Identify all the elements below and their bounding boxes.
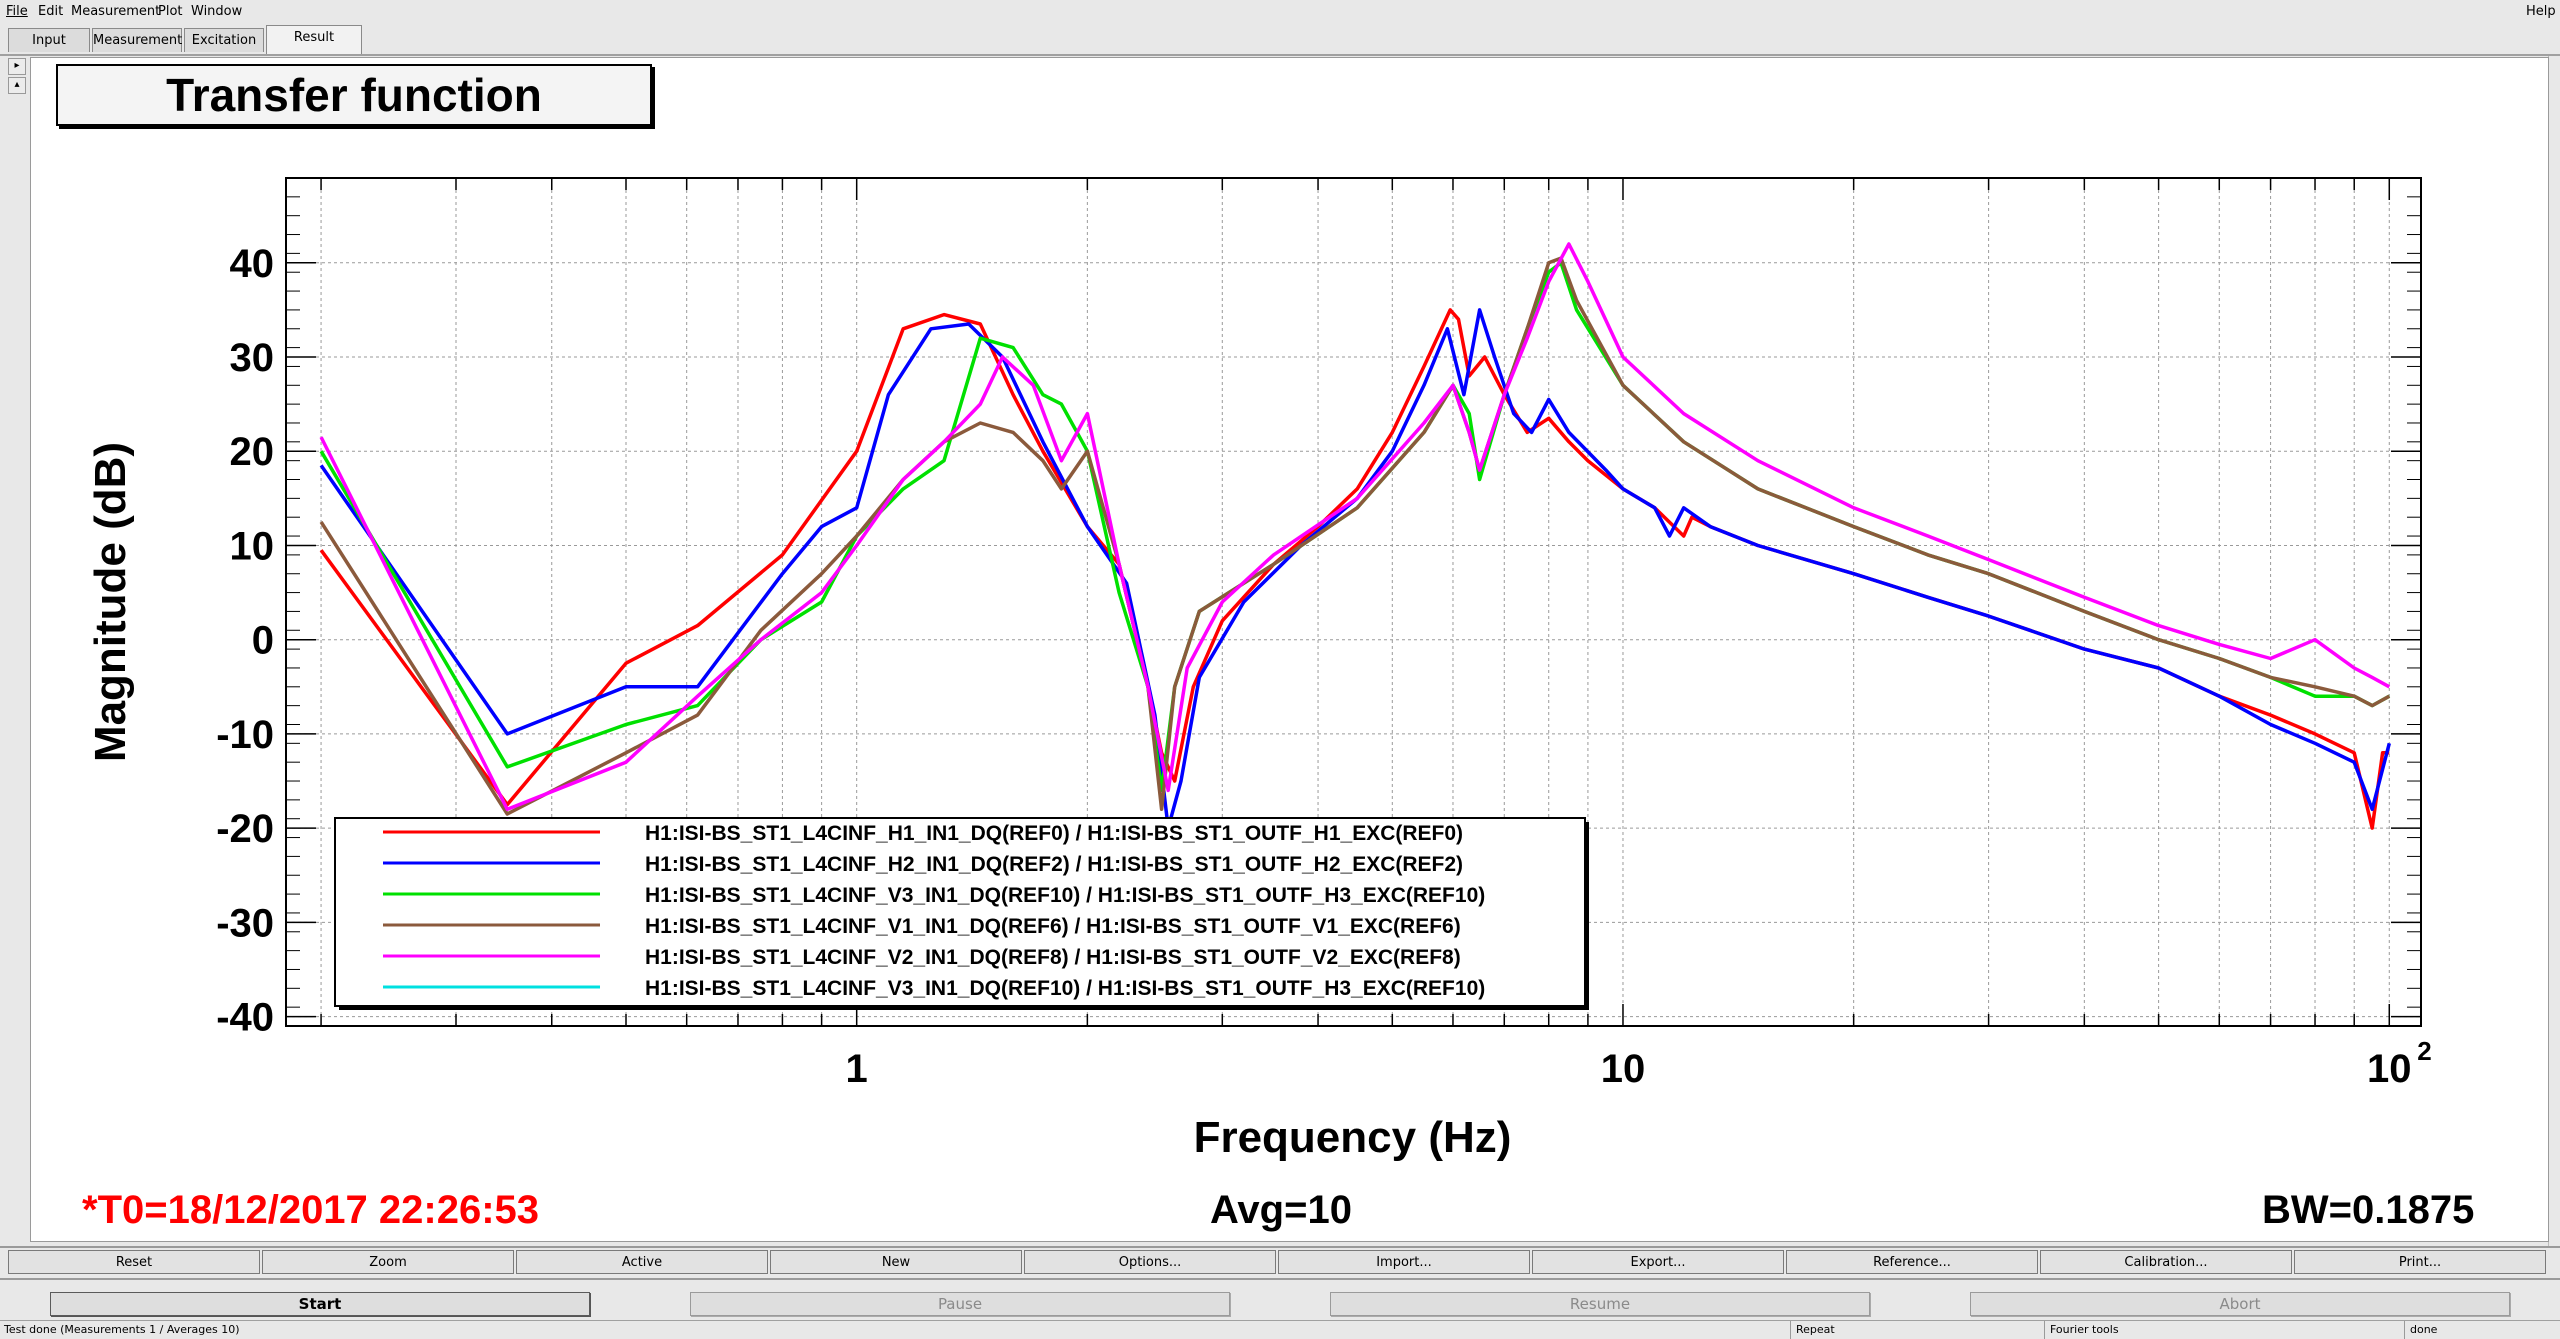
- legend-box: [334, 817, 1586, 1007]
- abort-button[interactable]: Abort: [1970, 1292, 2510, 1316]
- start-button[interactable]: Start: [50, 1292, 590, 1316]
- y-tick-label: 30: [230, 336, 275, 380]
- tab-bar: Input Measurement Excitation Result: [0, 24, 2560, 56]
- legend-entry-1: H1:ISI-BS_ST1_L4CINF_H2_IN1_DQ(REF2) / H…: [645, 853, 1463, 876]
- pad-selector: ▸ ▴: [8, 58, 26, 94]
- plot-frame: [285, 177, 2422, 1027]
- menu-plot[interactable]: Plot: [158, 4, 183, 19]
- pad-next-arrow-icon[interactable]: ▸: [8, 58, 26, 75]
- x-tick-label-exponent: 2: [2417, 1036, 2431, 1066]
- y-axis-label: Magnitude (dB): [86, 442, 135, 762]
- t0-timestamp: *T0=18/12/2017 22:26:53: [82, 1188, 540, 1232]
- y-tick-label: 0: [252, 619, 274, 663]
- x-tick-label: 10: [2367, 1047, 2412, 1091]
- zoom-button[interactable]: Zoom: [262, 1250, 514, 1274]
- series-line-1: [319, 308, 2391, 830]
- chart-ticks: [286, 177, 2421, 1027]
- status-mode: Repeat: [1796, 1323, 1835, 1336]
- print-button[interactable]: Print...: [2294, 1250, 2546, 1274]
- y-tick-label: -30: [216, 901, 274, 945]
- legend-entry-4: H1:ISI-BS_ST1_L4CINF_V2_IN1_DQ(REF8) / H…: [645, 946, 1461, 969]
- reference-button[interactable]: Reference...: [1786, 1250, 2038, 1274]
- pause-button[interactable]: Pause: [690, 1292, 1230, 1316]
- menu-edit[interactable]: Edit: [38, 4, 64, 19]
- y-tick-label: -10: [216, 713, 274, 757]
- status-bar: Test done (Measurements 1 / Averages 10)…: [0, 1320, 2560, 1339]
- x-tick-label: 10: [1601, 1047, 1646, 1091]
- y-tick-label: -40: [216, 996, 274, 1040]
- series-line-3: [319, 256, 2391, 816]
- resume-button[interactable]: Resume: [1330, 1292, 1870, 1316]
- tab-input[interactable]: Input: [8, 28, 90, 52]
- legend-entry-3: H1:ISI-BS_ST1_L4CINF_V1_IN1_DQ(REF6) / H…: [645, 915, 1461, 938]
- y-tick-label: 20: [230, 430, 275, 474]
- legend-entry-2: H1:ISI-BS_ST1_L4CINF_V3_IN1_DQ(REF10) / …: [645, 884, 1485, 907]
- legend-entry-0: H1:ISI-BS_ST1_L4CINF_H1_IN1_DQ(REF0) / H…: [645, 822, 1463, 845]
- menu-window[interactable]: Window: [191, 4, 243, 19]
- tab-measurement[interactable]: Measurement: [92, 28, 182, 52]
- legend-entry-5: H1:ISI-BS_ST1_L4CINF_V3_IN1_DQ(REF10) / …: [645, 977, 1485, 1000]
- tab-excitation[interactable]: Excitation: [184, 28, 264, 52]
- control-button-row: Start Pause Resume Abort: [0, 1278, 2560, 1322]
- tab-result[interactable]: Result: [266, 25, 362, 54]
- calibration-button[interactable]: Calibration...: [2040, 1250, 2292, 1274]
- y-tick-label: 10: [230, 524, 275, 568]
- status-state: done: [2410, 1323, 2438, 1336]
- x-tick-label: 1: [846, 1047, 868, 1091]
- export-button[interactable]: Export...: [1532, 1250, 1784, 1274]
- options-button[interactable]: Options...: [1024, 1250, 1276, 1274]
- average-count: Avg=10: [1210, 1188, 1352, 1232]
- chart-legend: H1:ISI-BS_ST1_L4CINF_H1_IN1_DQ(REF0) / H…: [334, 817, 1589, 1010]
- x-axis-label: Frequency (Hz): [1194, 1113, 1512, 1162]
- bandwidth-readout: BW=0.1875: [2262, 1188, 2475, 1232]
- status-tools: Fourier tools: [2050, 1323, 2119, 1336]
- new-button[interactable]: New: [770, 1250, 1022, 1274]
- menu-help[interactable]: Help: [2526, 4, 2556, 19]
- status-message: Test done (Measurements 1 / Averages 10): [4, 1323, 240, 1336]
- y-tick-label: -20: [216, 807, 274, 851]
- chart-series: [319, 242, 2391, 830]
- menu-file[interactable]: File: [6, 4, 28, 19]
- import-button[interactable]: Import...: [1278, 1250, 1530, 1274]
- series-line-4: [319, 242, 2391, 812]
- series-line-2: [319, 261, 2391, 793]
- active-button[interactable]: Active: [516, 1250, 768, 1274]
- reset-button[interactable]: Reset: [8, 1250, 260, 1274]
- y-tick-label: 40: [230, 242, 275, 286]
- menu-measurement[interactable]: Measurement: [71, 4, 161, 19]
- plot-button-row: Reset Zoom Active New Options... Import.…: [0, 1246, 2560, 1278]
- plot-title: Transfer function: [56, 64, 652, 126]
- pad-prev-arrow-icon[interactable]: ▴: [8, 77, 26, 94]
